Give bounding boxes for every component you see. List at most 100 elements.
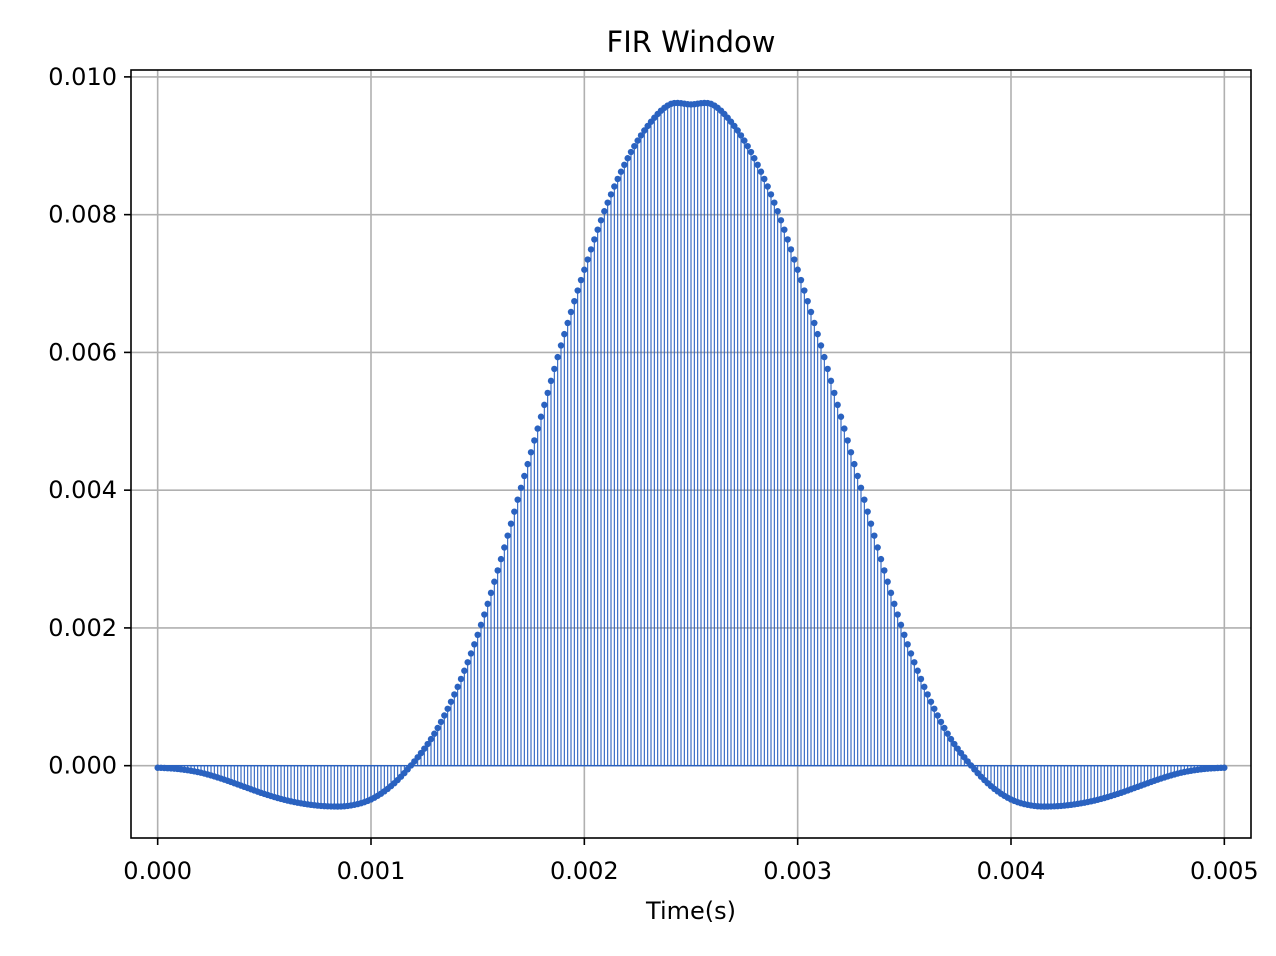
stem-marker [874,544,881,551]
stem-marker [797,276,805,284]
stem-marker [817,342,825,349]
stem-marker [434,724,441,732]
stem-marker [884,578,891,585]
stem-marker [881,567,888,574]
stem-marker [894,611,901,618]
stem-marker [921,683,928,691]
stem-marker [454,683,461,691]
stem-marker [617,168,625,175]
x-axis-label: Time(s) [645,897,736,925]
stem-marker [807,308,815,316]
stem-marker [427,735,435,743]
x-tick-label: 0.002 [550,857,619,885]
y-tick-label: 0.010 [48,63,117,91]
stem-marker [497,555,505,563]
stem-marker [947,735,955,743]
stem-marker [904,641,911,648]
stem-marker [457,675,465,683]
x-tick-label: 0.001 [337,857,406,885]
stem-marker [634,137,641,144]
y-tick-label: 0.006 [48,338,117,366]
stem-marker [574,287,581,294]
stem-marker [541,401,548,409]
stem-marker [861,496,868,503]
stem-marker [604,199,611,206]
stem-marker [757,168,765,175]
stem-marker [494,567,501,574]
stem-marker [491,578,498,585]
stem-marker [424,740,431,748]
stem-marker [847,449,855,456]
stem-marker [907,650,915,657]
stem-marker [901,631,908,639]
stem-marker [924,691,931,698]
stem-marker [421,745,428,752]
stem-marker [804,297,811,305]
stem-marker [887,589,895,597]
stem-marker [521,472,528,480]
marker-layer [154,99,1228,810]
stem-marker [761,175,768,183]
stem-marker [934,712,941,719]
stem-marker [941,724,948,732]
stem-marker [464,659,471,666]
stem-marker [824,365,831,373]
stem-marker [474,631,481,639]
stem-marker [811,319,818,327]
stem-marker [781,226,788,233]
stem-marker [897,621,905,629]
stem-marker [741,137,748,144]
plot-frame [130,69,1252,839]
stem-marker [547,377,555,385]
stem-marker [754,161,761,169]
stem-marker [931,705,938,712]
stem-marker [477,621,485,629]
stem-marker [624,155,631,162]
stem-marker [467,650,475,657]
stem-marker [571,297,578,305]
stem-marker [544,389,551,397]
stem-marker [417,749,425,757]
stem-marker [787,246,795,253]
stem-marker [814,330,821,338]
stem-marker [831,389,838,397]
stem-marker [731,122,738,130]
stem-marker [944,730,951,737]
stem-marker [734,127,741,134]
x-tick-label: 0.003 [763,857,832,885]
y-tick-label: 0.000 [48,752,117,780]
tick-layer: 0.000 0.001 0.002 0.003 0.004 0.005 0.000 0.002… [48,63,1258,885]
stem-marker [951,740,958,748]
stem-marker [524,460,531,468]
stem-marker [877,555,885,563]
stem-marker [537,413,545,420]
stem-marker [911,659,918,666]
stem-marker [844,437,851,444]
stem-marker [567,308,575,316]
stem-marker [827,377,835,385]
stem-marker [557,342,565,349]
chart-title: FIR Window [607,25,776,59]
stem-marker [637,132,645,139]
stem-marker [744,142,751,150]
stem-marker [764,183,771,190]
stem-marker [581,266,588,273]
stem-marker [854,472,861,480]
stem-marker [534,425,541,432]
stem-marker [584,256,591,263]
stem-marker [554,353,561,361]
stem-marker [927,698,935,705]
stem-marker [501,544,508,551]
stem-marker [441,712,448,719]
stem-marker [914,667,921,674]
stem-marker [514,496,521,503]
stem-marker [577,276,585,284]
stem-marker [737,132,745,139]
stem-marker [594,226,601,233]
stem-marker [451,691,458,698]
stem-marker [517,484,525,491]
stem-marker [801,287,808,294]
stem-marker [641,127,648,134]
stem-marker [607,191,615,198]
stem-marker [551,365,558,373]
